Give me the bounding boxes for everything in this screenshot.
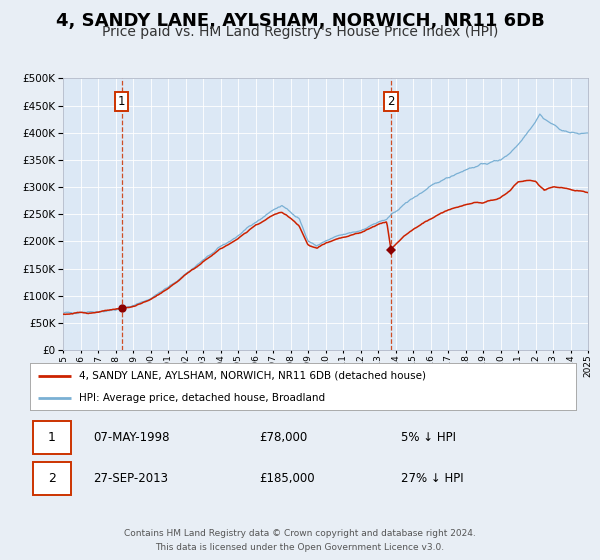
Text: 4, SANDY LANE, AYLSHAM, NORWICH, NR11 6DB: 4, SANDY LANE, AYLSHAM, NORWICH, NR11 6D… <box>56 12 544 30</box>
Text: HPI: Average price, detached house, Broadland: HPI: Average price, detached house, Broa… <box>79 393 325 403</box>
Text: 4, SANDY LANE, AYLSHAM, NORWICH, NR11 6DB (detached house): 4, SANDY LANE, AYLSHAM, NORWICH, NR11 6D… <box>79 371 426 381</box>
Text: 1: 1 <box>48 431 56 444</box>
Text: Contains HM Land Registry data © Crown copyright and database right 2024.: Contains HM Land Registry data © Crown c… <box>124 529 476 538</box>
Text: £185,000: £185,000 <box>259 472 315 484</box>
Text: Price paid vs. HM Land Registry's House Price Index (HPI): Price paid vs. HM Land Registry's House … <box>102 25 498 39</box>
FancyBboxPatch shape <box>33 461 71 494</box>
Text: 1: 1 <box>118 95 125 108</box>
Text: £78,000: £78,000 <box>259 431 308 444</box>
FancyBboxPatch shape <box>33 421 71 454</box>
Text: 07-MAY-1998: 07-MAY-1998 <box>93 431 169 444</box>
Text: 27% ↓ HPI: 27% ↓ HPI <box>401 472 464 484</box>
Text: 5% ↓ HPI: 5% ↓ HPI <box>401 431 456 444</box>
Text: This data is licensed under the Open Government Licence v3.0.: This data is licensed under the Open Gov… <box>155 543 445 552</box>
Text: 2: 2 <box>387 95 395 108</box>
Text: 27-SEP-2013: 27-SEP-2013 <box>93 472 168 484</box>
Text: 2: 2 <box>48 472 56 484</box>
